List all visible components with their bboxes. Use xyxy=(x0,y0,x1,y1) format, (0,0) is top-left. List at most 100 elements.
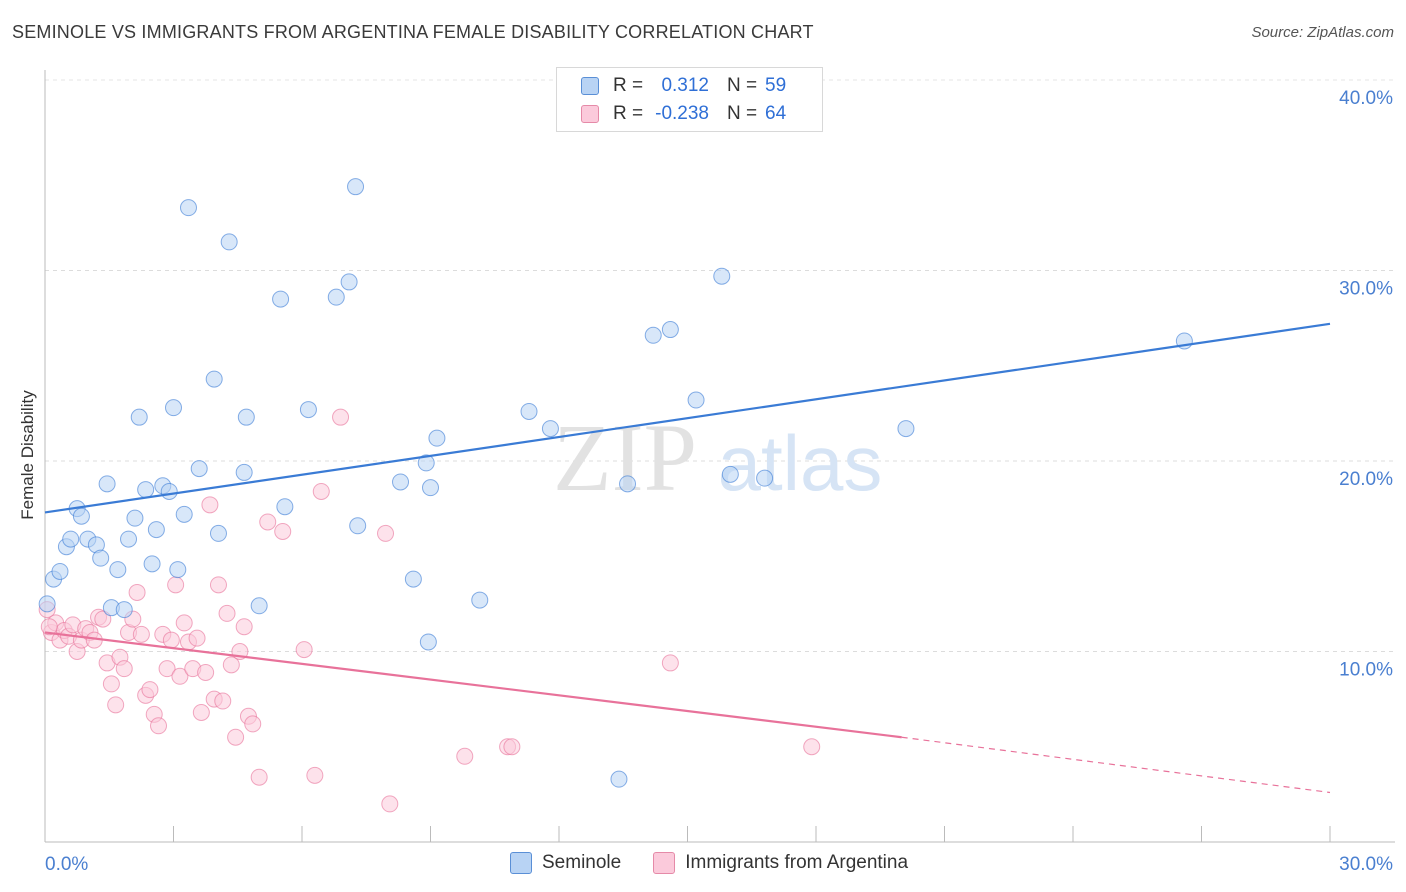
chart-title: SEMINOLE VS IMMIGRANTS FROM ARGENTINA FE… xyxy=(12,22,814,42)
watermark-atlas: atlas xyxy=(718,419,883,507)
seminole-point xyxy=(51,562,69,580)
seminole-point xyxy=(190,460,208,478)
argentina-point xyxy=(332,408,350,426)
argentina-point xyxy=(201,496,219,514)
seminole-point xyxy=(220,233,238,251)
argentina-point xyxy=(456,747,474,765)
argentina-point xyxy=(218,604,236,622)
n-value: 59 xyxy=(765,75,787,96)
argentina-point xyxy=(150,717,168,735)
legend-item-argentina: Immigrants from Argentina xyxy=(653,852,908,874)
argentina-point xyxy=(259,513,277,531)
seminole-point xyxy=(143,555,161,573)
seminole-point xyxy=(109,561,127,579)
argentina-point xyxy=(40,618,58,636)
r-value: -0.238 xyxy=(655,103,709,124)
seminole-trend-line xyxy=(44,322,1331,514)
seminole-point xyxy=(404,570,422,588)
seminole-point xyxy=(340,273,358,291)
y-tick-label: 20.0% xyxy=(1339,469,1393,490)
seminole-point xyxy=(130,408,148,426)
axes xyxy=(44,70,1395,843)
seminole-point xyxy=(422,479,439,497)
argentina-point xyxy=(167,576,185,594)
seminole-point xyxy=(175,505,193,523)
source-label: Source: ZipAtlas.com xyxy=(1251,24,1394,41)
seminole-point xyxy=(520,402,538,420)
argentina-trend-line xyxy=(44,631,902,739)
r-value: 0.312 xyxy=(661,75,709,96)
argentina-swatch xyxy=(581,105,599,123)
y-tick-label: 30.0% xyxy=(1339,279,1393,300)
r-label: R = xyxy=(613,75,644,96)
seminole-point xyxy=(713,267,731,285)
argentina-points xyxy=(38,408,821,813)
seminole-point xyxy=(417,454,435,472)
seminole-point xyxy=(169,561,187,579)
seminole-point xyxy=(299,401,317,419)
seminole-swatch xyxy=(581,77,599,95)
seminole-point xyxy=(120,530,138,548)
seminole-point xyxy=(115,601,133,619)
seminole-point xyxy=(92,549,110,567)
seminole-point xyxy=(160,482,178,500)
seminole-point xyxy=(619,475,637,493)
watermark: ZIP atlas xyxy=(553,404,882,511)
y-tick-label: 10.0% xyxy=(1339,660,1393,681)
legend-item-seminole: Seminole xyxy=(510,852,621,874)
argentina-point xyxy=(107,696,125,714)
y-tick-label: 40.0% xyxy=(1339,88,1393,109)
watermark-zip: ZIP xyxy=(553,404,697,511)
seminole-point xyxy=(126,509,144,527)
seminole-point xyxy=(272,290,290,308)
argentina-point xyxy=(171,667,189,685)
seminole-point xyxy=(644,326,662,344)
argentina-point xyxy=(94,610,112,628)
seminole-point xyxy=(237,408,255,426)
argentina-point xyxy=(227,728,245,746)
seminole-legend-swatch xyxy=(510,852,532,874)
argentina-point xyxy=(222,656,240,674)
seminole-point xyxy=(137,481,155,499)
seminole-points xyxy=(38,178,1193,788)
r-label: R = xyxy=(613,103,644,124)
x-tick-label: 0.0% xyxy=(45,854,88,875)
argentina-point xyxy=(661,654,679,672)
seminole-point xyxy=(62,530,80,548)
legend-row-argentina: R = -0.238 N = 64 xyxy=(581,100,786,128)
correlation-legend: R = 0.312 N = 59 R = -0.238 N = 64 xyxy=(556,67,823,132)
argentina-legend-label: Immigrants from Argentina xyxy=(685,852,909,873)
n-value: 64 xyxy=(765,103,787,124)
argentina-point xyxy=(158,660,176,678)
argentina-point xyxy=(377,524,395,542)
seminole-point xyxy=(250,597,268,615)
argentina-point xyxy=(295,641,313,659)
series-legend: Seminole Immigrants from Argentina xyxy=(510,852,940,874)
argentina-point xyxy=(102,675,120,693)
seminole-point xyxy=(276,498,294,516)
argentina-point xyxy=(162,631,180,649)
seminole-point xyxy=(471,591,489,609)
seminole-point xyxy=(165,399,182,417)
seminole-point xyxy=(541,420,559,438)
argentina-legend-swatch xyxy=(653,852,676,874)
argentina-point xyxy=(197,663,215,681)
argentina-point xyxy=(115,660,133,678)
seminole-point xyxy=(661,321,679,339)
argentina-point xyxy=(381,795,399,813)
argentina-point xyxy=(141,681,159,699)
seminole-point xyxy=(756,469,774,487)
seminole-point xyxy=(721,465,739,483)
argentina-point xyxy=(209,576,227,594)
argentina-point xyxy=(128,583,146,601)
argentina-point xyxy=(312,482,330,500)
seminole-point xyxy=(897,420,915,438)
seminole-point xyxy=(327,288,345,306)
seminole-point xyxy=(209,524,227,542)
n-label: N = xyxy=(727,103,758,124)
argentina-point xyxy=(175,614,193,632)
seminole-point xyxy=(610,770,628,788)
seminole-point xyxy=(147,521,165,539)
argentina-point xyxy=(192,703,210,721)
